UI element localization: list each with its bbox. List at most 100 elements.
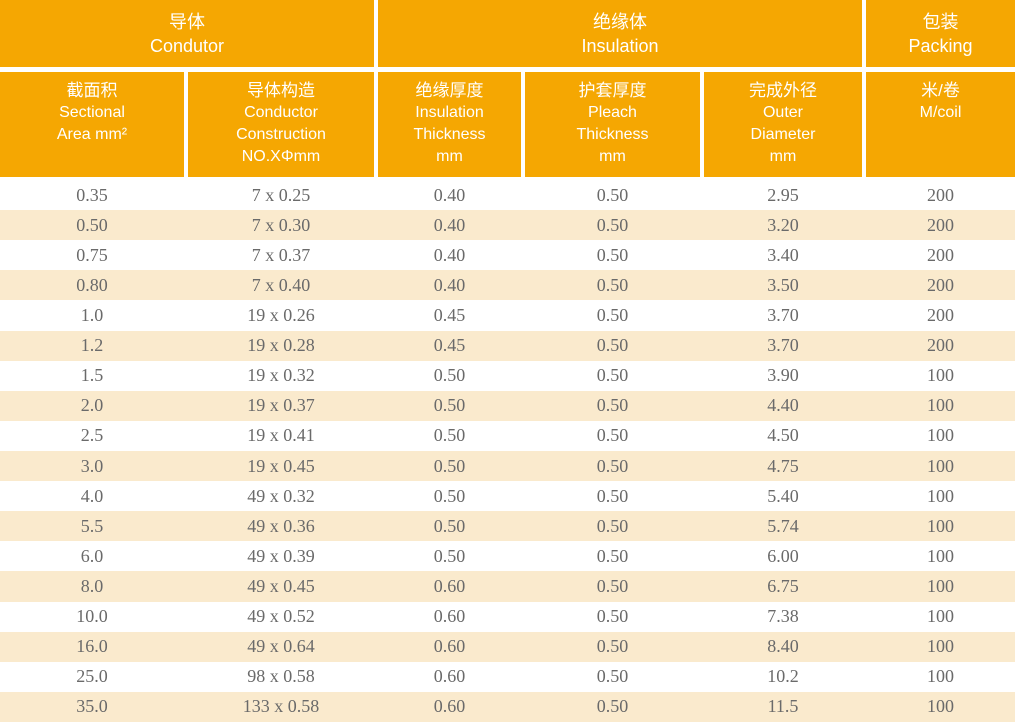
- cell-pleach-thickness: 0.50: [596, 515, 629, 536]
- cell-outer-diameter: 11.5: [767, 696, 799, 717]
- cell-pleach-thickness: 0.50: [596, 636, 629, 657]
- table-row: 2.5 19 x 0.41 0.50 0.50 4.50 100: [0, 420, 1015, 451]
- cell-pleach-thickness: 0.50: [596, 365, 629, 386]
- column-header-line: mm: [436, 148, 463, 165]
- cell-conductor-construction: 19 x 0.26: [247, 304, 315, 325]
- table-row: 2.0 19 x 0.37 0.50 0.50 4.40 100: [0, 390, 1015, 421]
- table-row: 5.5 49 x 0.36 0.50 0.50 5.74 100: [0, 511, 1015, 542]
- cell-meters-per-coil: 100: [927, 395, 954, 416]
- cell-insulation-thickness: 0.50: [433, 455, 466, 476]
- group-header-label-zh: 导体: [169, 11, 205, 32]
- cell-outer-diameter: 6.75: [767, 575, 799, 596]
- table-body: 0.35 7 x 0.25 0.40 0.50 2.95 200 0.50 7 x 0.30 0…: [0, 180, 1015, 722]
- cell-sectional-area: 2.5: [80, 425, 104, 446]
- cell-meters-per-coil: 200: [927, 214, 954, 235]
- cell-conductor-construction: 19 x 0.37: [247, 395, 315, 416]
- table-row: 0.35 7 x 0.25 0.40 0.50 2.95 200: [0, 180, 1015, 211]
- cell-conductor-construction: 133 x 0.58: [242, 696, 320, 717]
- cell-outer-diameter: 3.70: [767, 335, 799, 356]
- column-header-line: mm: [769, 148, 797, 165]
- column-header-line: NO.XΦmm: [241, 148, 321, 165]
- cell-sectional-area: 25.0: [76, 666, 108, 687]
- cell-sectional-area: 35.0: [76, 696, 108, 717]
- column-header-line: 完成外径: [749, 81, 817, 100]
- column-header-pleach-thickness: 护套厚度 Pleach Thickness mm: [525, 72, 700, 177]
- cell-outer-diameter: 3.40: [767, 244, 799, 265]
- column-header-sectional-area: 截面积 Sectional Area mm²: [0, 72, 184, 177]
- table-row: 4.0 49 x 0.32 0.50 0.50 5.40 100: [0, 481, 1015, 512]
- cell-sectional-area: 0.35: [76, 184, 108, 205]
- cell-pleach-thickness: 0.50: [596, 425, 629, 446]
- cell-pleach-thickness: 0.50: [596, 606, 629, 627]
- table-row: 1.2 19 x 0.28 0.45 0.50 3.70 200: [0, 330, 1015, 361]
- column-header-line: Sectional: [59, 104, 125, 121]
- cell-insulation-thickness: 0.45: [433, 335, 466, 356]
- cell-meters-per-coil: 100: [927, 545, 954, 566]
- column-header-line: 米/卷: [921, 81, 960, 100]
- cell-outer-diameter: 2.95: [767, 184, 799, 205]
- cell-conductor-construction: 19 x 0.45: [247, 455, 315, 476]
- cell-outer-diameter: 5.40: [767, 485, 799, 506]
- column-header-line: 导体构造: [247, 81, 315, 100]
- cell-outer-diameter: 5.74: [767, 515, 799, 536]
- cell-sectional-area: 6.0: [80, 545, 104, 566]
- cell-sectional-area: 1.0: [80, 304, 104, 325]
- cell-conductor-construction: 19 x 0.32: [247, 365, 315, 386]
- cell-outer-diameter: 3.50: [767, 274, 799, 295]
- cell-insulation-thickness: 0.50: [433, 395, 466, 416]
- cell-meters-per-coil: 100: [927, 515, 954, 536]
- table-row: 8.0 49 x 0.45 0.60 0.50 6.75 100: [0, 571, 1015, 602]
- cell-outer-diameter: 4.50: [767, 425, 799, 446]
- column-header-meters-per-coil: 米/卷 M/coil: [866, 72, 1015, 177]
- column-header-line: Outer: [762, 104, 803, 121]
- cell-pleach-thickness: 0.50: [596, 304, 629, 325]
- cell-meters-per-coil: 100: [927, 575, 954, 596]
- cell-meters-per-coil: 200: [927, 184, 954, 205]
- column-header-line: Insulation: [415, 104, 484, 121]
- cell-meters-per-coil: 100: [927, 696, 954, 717]
- cell-conductor-construction: 49 x 0.36: [247, 515, 315, 536]
- cell-sectional-area: 0.80: [76, 274, 108, 295]
- cell-pleach-thickness: 0.50: [596, 244, 629, 265]
- cell-conductor-construction: 7 x 0.30: [251, 214, 311, 235]
- group-header-condutor: 导体 Condutor: [0, 0, 374, 67]
- table-row: 16.0 49 x 0.64 0.60 0.50 8.40 100: [0, 631, 1015, 662]
- cell-insulation-thickness: 0.60: [433, 575, 466, 596]
- cell-conductor-construction: 7 x 0.25: [251, 184, 311, 205]
- cell-pleach-thickness: 0.50: [596, 214, 629, 235]
- cell-pleach-thickness: 0.50: [596, 455, 629, 476]
- cell-outer-diameter: 3.20: [767, 214, 799, 235]
- cell-meters-per-coil: 200: [927, 335, 954, 356]
- cell-insulation-thickness: 0.40: [433, 274, 466, 295]
- column-header-line: M/coil: [919, 104, 962, 121]
- cell-pleach-thickness: 0.50: [596, 395, 629, 416]
- table-row: 10.0 49 x 0.52 0.60 0.50 7.38 100: [0, 601, 1015, 632]
- cell-conductor-construction: 49 x 0.39: [247, 545, 315, 566]
- table-row: 0.50 7 x 0.30 0.40 0.50 3.20 200: [0, 210, 1015, 241]
- cell-outer-diameter: 4.40: [767, 395, 799, 416]
- cell-pleach-thickness: 0.50: [596, 274, 629, 295]
- column-header-line: 截面积: [66, 81, 118, 100]
- column-header-row: 截面积 Sectional Area mm² 导体构造 Conductor Constru…: [0, 72, 1015, 177]
- table-row: 35.0 133 x 0.58 0.60 0.50 11.5 100: [0, 691, 1015, 722]
- cell-insulation-thickness: 0.50: [433, 425, 466, 446]
- cell-outer-diameter: 7.38: [767, 606, 799, 627]
- cell-meters-per-coil: 100: [927, 666, 954, 687]
- cell-sectional-area: 8.0: [80, 575, 104, 596]
- cell-insulation-thickness: 0.40: [433, 244, 466, 265]
- group-header-label-zh: 包装: [922, 11, 959, 32]
- cell-conductor-construction: 49 x 0.64: [247, 636, 315, 657]
- cell-conductor-construction: 7 x 0.40: [251, 274, 311, 295]
- cell-sectional-area: 0.50: [76, 214, 108, 235]
- cell-insulation-thickness: 0.45: [433, 304, 466, 325]
- table-row: 0.80 7 x 0.40 0.40 0.50 3.50 200: [0, 270, 1015, 301]
- cell-insulation-thickness: 0.60: [433, 696, 466, 717]
- cell-meters-per-coil: 100: [927, 425, 954, 446]
- cell-insulation-thickness: 0.50: [433, 545, 466, 566]
- cell-insulation-thickness: 0.60: [433, 606, 466, 627]
- cell-meters-per-coil: 200: [927, 274, 954, 295]
- cell-pleach-thickness: 0.50: [596, 696, 629, 717]
- cell-meters-per-coil: 200: [927, 244, 954, 265]
- cell-sectional-area: 4.0: [80, 485, 104, 506]
- table-row: 0.75 7 x 0.37 0.40 0.50 3.40 200: [0, 240, 1015, 271]
